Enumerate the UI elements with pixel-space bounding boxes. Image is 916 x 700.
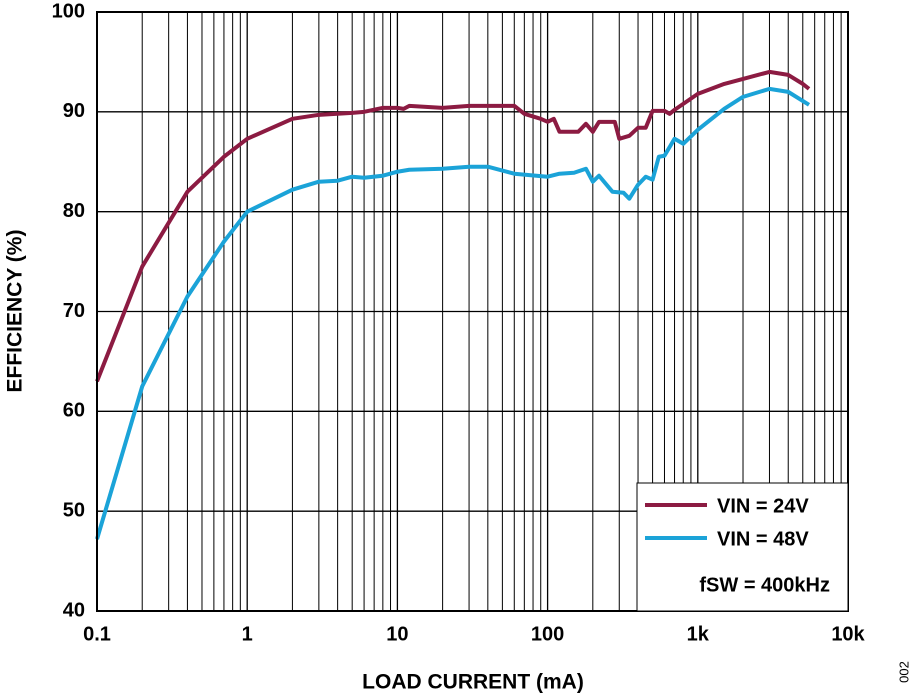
y-axis-label: EFFICIENCY (%) — [4, 230, 27, 393]
y-tick-label: 80 — [63, 200, 85, 222]
legend-label: VIN = 24V — [717, 495, 809, 517]
y-tick-label: 70 — [63, 300, 85, 322]
y-tick-label: 50 — [63, 499, 85, 521]
annotation: fSW = 400kHz — [699, 574, 830, 596]
x-tick-label: 0.1 — [83, 623, 111, 645]
x-tick-label: 1 — [242, 623, 253, 645]
series-line — [95, 86, 811, 540]
plot-border — [96, 11, 849, 612]
y-tick-label: 90 — [63, 100, 85, 122]
figure-id: 002 — [896, 661, 911, 683]
legend-label: VIN = 48V — [717, 528, 809, 550]
y-tick-label: 100 — [52, 0, 85, 22]
x-tick-label: 10k — [831, 623, 865, 645]
x-axis-label: LOAD CURRENT (mA) — [362, 671, 584, 694]
x-tick-label: 1k — [687, 623, 710, 645]
x-tick-label: 100 — [531, 623, 564, 645]
x-tick-label: 10 — [386, 623, 408, 645]
series-line — [95, 69, 811, 383]
y-tick-label: 60 — [63, 400, 85, 422]
y-tick-label: 40 — [63, 599, 85, 621]
